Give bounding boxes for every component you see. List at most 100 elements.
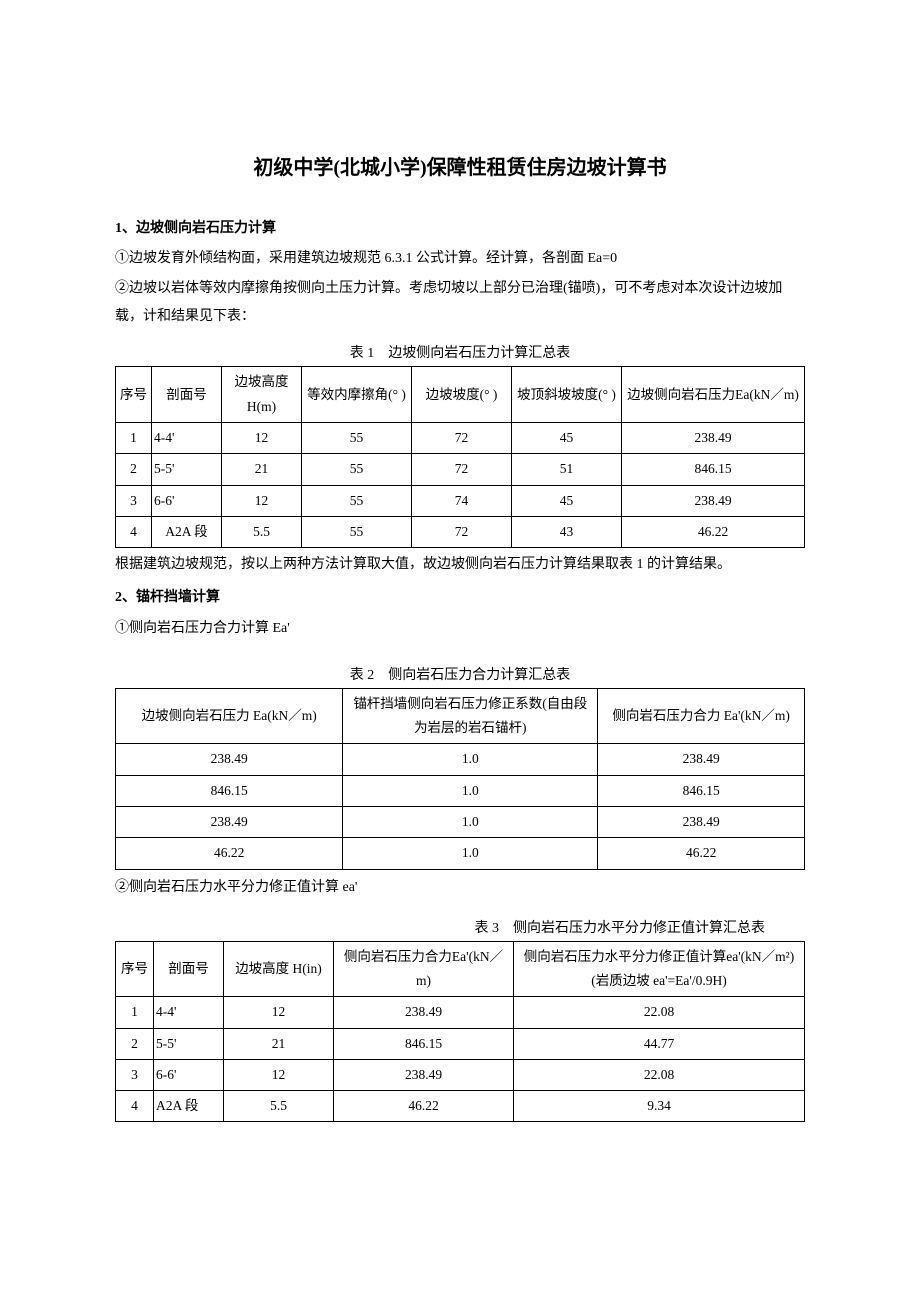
cell: 1.0: [343, 806, 598, 837]
table1-h4: 边坡坡度(° ): [412, 367, 512, 423]
cell: 238.49: [598, 744, 805, 775]
table-row: 46.22 1.0 46.22: [116, 838, 805, 869]
cell: 1.0: [343, 744, 598, 775]
table-row: 1 4-4' 12 55 72 45 238.49: [116, 422, 805, 453]
table-row: 4 A2A 段 5.5 46.22 9.34: [116, 1091, 805, 1122]
table1: 序号 剖面号 边坡高度 H(m) 等效内摩擦角(° ) 边坡坡度(° ) 坡顶斜…: [115, 366, 805, 548]
cell: 4-4': [152, 422, 222, 453]
cell: 72: [412, 422, 512, 453]
cell: 238.49: [622, 422, 805, 453]
cell: 12: [224, 997, 334, 1028]
table3: 序号 剖面号 边坡高度 H(in) 侧向岩石压力合力Ea'(kN／m) 侧向岩石…: [115, 941, 805, 1123]
cell: 72: [412, 516, 512, 547]
cell: 4: [116, 1091, 154, 1122]
table1-header-row: 序号 剖面号 边坡高度 H(m) 等效内摩擦角(° ) 边坡坡度(° ) 坡顶斜…: [116, 367, 805, 423]
cell: 46.22: [598, 838, 805, 869]
cell: 846.15: [622, 454, 805, 485]
table2: 边坡侧向岩石压力 Ea(kN／m) 锚杆挡墙侧向岩石压力修正系数(自由段为岩层的…: [115, 688, 805, 870]
cell: 1: [116, 422, 152, 453]
table2-header-row: 边坡侧向岩石压力 Ea(kN／m) 锚杆挡墙侧向岩石压力修正系数(自由段为岩层的…: [116, 688, 805, 744]
table3-h3: 侧向岩石压力合力Ea'(kN／m): [334, 941, 514, 997]
cell: 238.49: [116, 744, 343, 775]
cell: 1: [116, 997, 154, 1028]
cell: 238.49: [622, 485, 805, 516]
cell: 238.49: [598, 806, 805, 837]
cell: 1.0: [343, 775, 598, 806]
cell: A2A 段: [152, 516, 222, 547]
table1-h0: 序号: [116, 367, 152, 423]
table3-caption: 表 3 侧向岩石压力水平分力修正值计算汇总表: [115, 916, 805, 941]
cell: 6-6': [152, 485, 222, 516]
table1-h2: 边坡高度 H(m): [222, 367, 302, 423]
cell: 9.34: [514, 1091, 805, 1122]
table-row: 2 5-5' 21 55 72 51 846.15: [116, 454, 805, 485]
cell: 74: [412, 485, 512, 516]
cell: 5-5': [154, 1028, 224, 1059]
cell: 72: [412, 454, 512, 485]
cell: 12: [222, 485, 302, 516]
cell: 21: [224, 1028, 334, 1059]
section1-note: 根据建筑边坡规范，按以上两种方法计算取大值，故边坡侧向岩石压力计算结果取表 1 …: [115, 552, 805, 577]
table-row: 846.15 1.0 846.15: [116, 775, 805, 806]
cell: 46.22: [622, 516, 805, 547]
cell: 4: [116, 516, 152, 547]
section2-heading: 2、锚杆挡墙计算: [115, 585, 805, 610]
table-row: 2 5-5' 21 846.15 44.77: [116, 1028, 805, 1059]
table2-h0: 边坡侧向岩石压力 Ea(kN／m): [116, 688, 343, 744]
cell: 55: [302, 485, 412, 516]
table1-h1: 剖面号: [152, 367, 222, 423]
cell: A2A 段: [154, 1091, 224, 1122]
table3-h2: 边坡高度 H(in): [224, 941, 334, 997]
cell: 238.49: [116, 806, 343, 837]
cell: 45: [512, 422, 622, 453]
table-row: 3 6-6' 12 55 74 45 238.49: [116, 485, 805, 516]
table2-caption: 表 2 侧向岩石压力合力计算汇总表: [115, 663, 805, 688]
table3-h0: 序号: [116, 941, 154, 997]
cell: 43: [512, 516, 622, 547]
table3-h4: 侧向岩石压力水平分力修正值计算ea'(kN／m²)(岩质边坡 ea'=Ea'/0…: [514, 941, 805, 997]
cell: 238.49: [334, 1059, 514, 1090]
table-row: 238.49 1.0 238.49: [116, 744, 805, 775]
cell: 846.15: [116, 775, 343, 806]
table2-h1: 锚杆挡墙侧向岩石压力修正系数(自由段为岩层的岩石锚杆): [343, 688, 598, 744]
cell: 2: [116, 1028, 154, 1059]
table1-h3: 等效内摩擦角(° ): [302, 367, 412, 423]
cell: 2: [116, 454, 152, 485]
table-row: 238.49 1.0 238.49: [116, 806, 805, 837]
section2-p1: ①侧向岩石压力合力计算 Ea': [115, 615, 805, 643]
cell: 4-4': [154, 997, 224, 1028]
table3-h1: 剖面号: [154, 941, 224, 997]
table1-h6: 边坡侧向岩石压力Ea(kN／m): [622, 367, 805, 423]
table2-h2: 侧向岩石压力合力 Ea'(kN／m): [598, 688, 805, 744]
cell: 51: [512, 454, 622, 485]
cell: 46.22: [334, 1091, 514, 1122]
cell: 6-6': [154, 1059, 224, 1090]
cell: 55: [302, 516, 412, 547]
table1-h5: 坡顶斜坡坡度(° ): [512, 367, 622, 423]
cell: 846.15: [598, 775, 805, 806]
cell: 55: [302, 454, 412, 485]
cell: 5-5': [152, 454, 222, 485]
document-title: 初级中学(北城小学)保障性租赁住房边坡计算书: [115, 150, 805, 186]
section1-heading: 1、边坡侧向岩石压力计算: [115, 216, 805, 241]
cell: 46.22: [116, 838, 343, 869]
cell: 3: [116, 485, 152, 516]
cell: 5.5: [224, 1091, 334, 1122]
cell: 1.0: [343, 838, 598, 869]
section1-p2: ②边坡以岩体等效内摩擦角按侧向土压力计算。考虑切坡以上部分已治理(锚喷)，可不考…: [115, 275, 805, 331]
cell: 55: [302, 422, 412, 453]
table3-header-row: 序号 剖面号 边坡高度 H(in) 侧向岩石压力合力Ea'(kN／m) 侧向岩石…: [116, 941, 805, 997]
table-row: 3 6-6' 12 238.49 22.08: [116, 1059, 805, 1090]
cell: 3: [116, 1059, 154, 1090]
cell: 12: [222, 422, 302, 453]
cell: 45: [512, 485, 622, 516]
cell: 12: [224, 1059, 334, 1090]
cell: 846.15: [334, 1028, 514, 1059]
cell: 238.49: [334, 997, 514, 1028]
cell: 5.5: [222, 516, 302, 547]
table-row: 1 4-4' 12 238.49 22.08: [116, 997, 805, 1028]
cell: 21: [222, 454, 302, 485]
section1-p1: ①边坡发育外倾结构面，采用建筑边坡规范 6.3.1 公式计算。经计算，各剖面 E…: [115, 245, 805, 273]
table-row: 4 A2A 段 5.5 55 72 43 46.22: [116, 516, 805, 547]
section2-p2: ②侧向岩石压力水平分力修正值计算 ea': [115, 874, 805, 902]
